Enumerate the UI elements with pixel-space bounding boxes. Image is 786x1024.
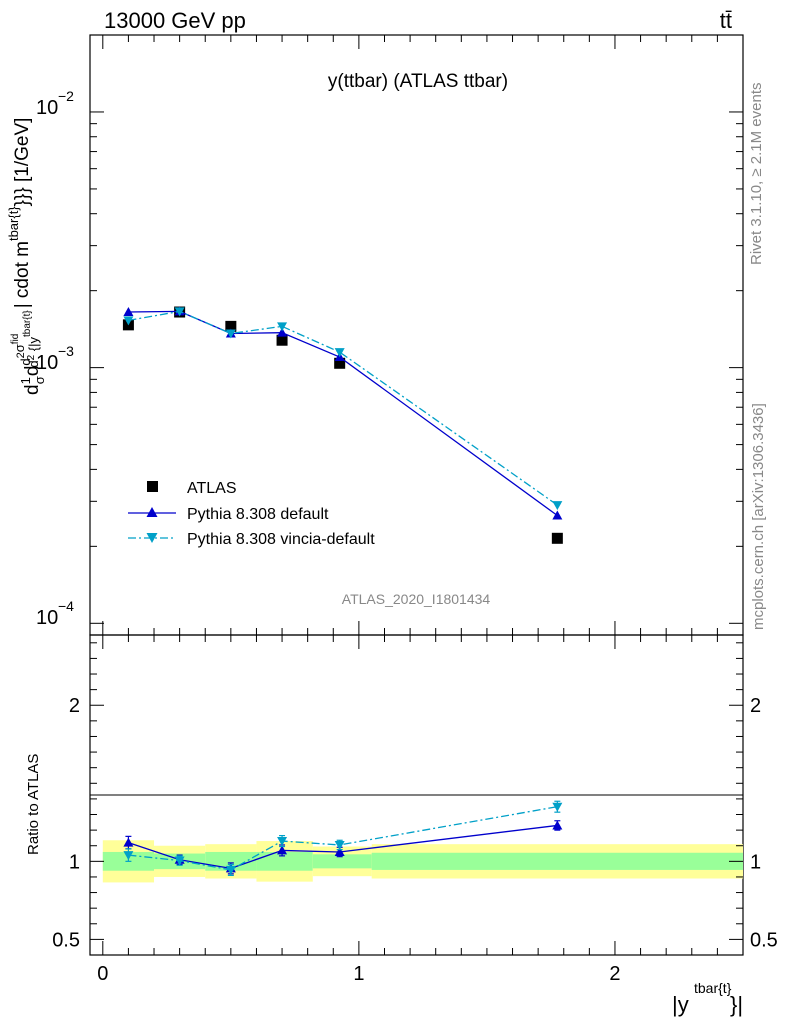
ratio-vincia-point: [174, 856, 185, 866]
ratio-default-point: [123, 837, 134, 847]
vincia-point: [174, 307, 185, 317]
ratio-y-tick-label-right: 1: [750, 851, 761, 873]
main-series-layer: [122, 306, 563, 544]
main-y-axis-label: d1σdd2σfidd2 {|ytbar{t}| cdot mtbar{t}}}…: [6, 118, 47, 395]
ratio-band-inner: [371, 852, 743, 870]
svg-text:|y: |y: [672, 992, 689, 1017]
svg-text:}|: }|: [730, 992, 743, 1017]
ratio-default-point: [334, 846, 345, 856]
svg-text:10: 10: [36, 607, 58, 629]
atlas-point: [276, 334, 288, 346]
atlas-point: [334, 357, 346, 369]
atlas-point: [225, 320, 237, 332]
ratio-default-point: [552, 820, 563, 830]
legend-label-vincia: Pythia 8.308 vincia-default: [187, 531, 375, 548]
main-axis-ticks: [90, 34, 743, 636]
x-axis-label: |y tbar{t} }|: [672, 980, 743, 1017]
legend-marker-default: [146, 507, 158, 517]
plot-title: y(ttbar) (ATLAS ttbar): [328, 71, 508, 92]
x-tick-labels: 0 1 2: [97, 963, 620, 985]
ratio-vincia-point: [552, 802, 563, 812]
main-y-tick-label-3: 10 −4: [36, 598, 74, 629]
x-tick-label: 0: [97, 963, 108, 985]
svg-text:−3: −3: [58, 343, 74, 359]
ratio-vincia-point: [225, 865, 236, 875]
ratio-y-tick-label-right: 0.5: [750, 929, 778, 951]
header-left: 13000 GeV pp: [104, 8, 246, 33]
ratio-default-point: [277, 845, 288, 855]
ratio-axis-ticks: [90, 635, 743, 955]
header-right: tt̄: [720, 8, 732, 33]
ratio-vincia-point: [334, 840, 345, 850]
ratio-vincia-point: [277, 837, 288, 847]
series-line-default: [128, 310, 558, 517]
vincia-point: [225, 329, 236, 339]
ratio-y-tick-label: 1: [69, 851, 80, 873]
main-y-tick-label-1: 10 −2: [36, 88, 74, 119]
atlas-point: [551, 532, 563, 544]
svg-text:10: 10: [36, 97, 58, 119]
default-point: [277, 327, 288, 337]
main-y-tick-label-2: 10 −3: [36, 343, 74, 374]
ratio-vincia-point: [123, 851, 134, 861]
x-tick-label: 2: [609, 963, 620, 985]
svg-text:−4: −4: [58, 598, 74, 614]
ratio-bands: [102, 840, 743, 883]
ratio-band-inner: [256, 851, 313, 871]
x-tick-label: 1: [353, 963, 364, 985]
svg-text:tbar{t}: tbar{t}: [694, 980, 732, 996]
legend-label-atlas: ATLAS: [187, 480, 237, 497]
series-line-vincia: [128, 310, 558, 506]
vincia-point: [552, 501, 563, 511]
legend-label-default: Pythia 8.308 default: [187, 506, 329, 523]
side-text-top: Rivet 3.1.10, ≥ 2.1M events: [748, 83, 765, 266]
ratio-y-tick-label: 0.5: [52, 929, 80, 951]
legend-marker-vincia: [146, 533, 158, 543]
vincia-point: [123, 316, 134, 326]
analysis-watermark: ATLAS_2020_I1801434: [342, 591, 491, 607]
svg-text:10: 10: [36, 352, 58, 374]
vincia-point: [277, 322, 288, 332]
default-point: [123, 307, 134, 317]
default-point: [552, 510, 563, 520]
ratio-band-inner: [312, 854, 372, 869]
ratio-tick-labels: 0.5 0.5 1 1 2 2: [52, 695, 778, 951]
ratio-y-axis-label: Ratio to ATLAS: [25, 754, 42, 855]
ratio-y-tick-label: 2: [69, 695, 80, 717]
legend-marker-atlas: [147, 481, 158, 492]
svg-text:−2: −2: [58, 88, 74, 104]
ratio-line-vincia: [128, 806, 558, 871]
legend: ATLAS Pythia 8.308 default Pythia 8.308 …: [128, 480, 375, 548]
vincia-point: [334, 348, 345, 358]
svg-text:d1σdd2σfidd2 {|ytbar{t}| cdot: d1σdd2σfidd2 {|ytbar{t}| cdot mtbar{t}}}…: [6, 118, 47, 395]
ratio-y-tick-label-right: 2: [750, 695, 761, 717]
side-text-bottom: mcplots.cern.ch [arXiv:1306.3436]: [750, 403, 767, 630]
ratio-series-layer: [123, 800, 563, 876]
ratio-line-default: [128, 824, 558, 870]
